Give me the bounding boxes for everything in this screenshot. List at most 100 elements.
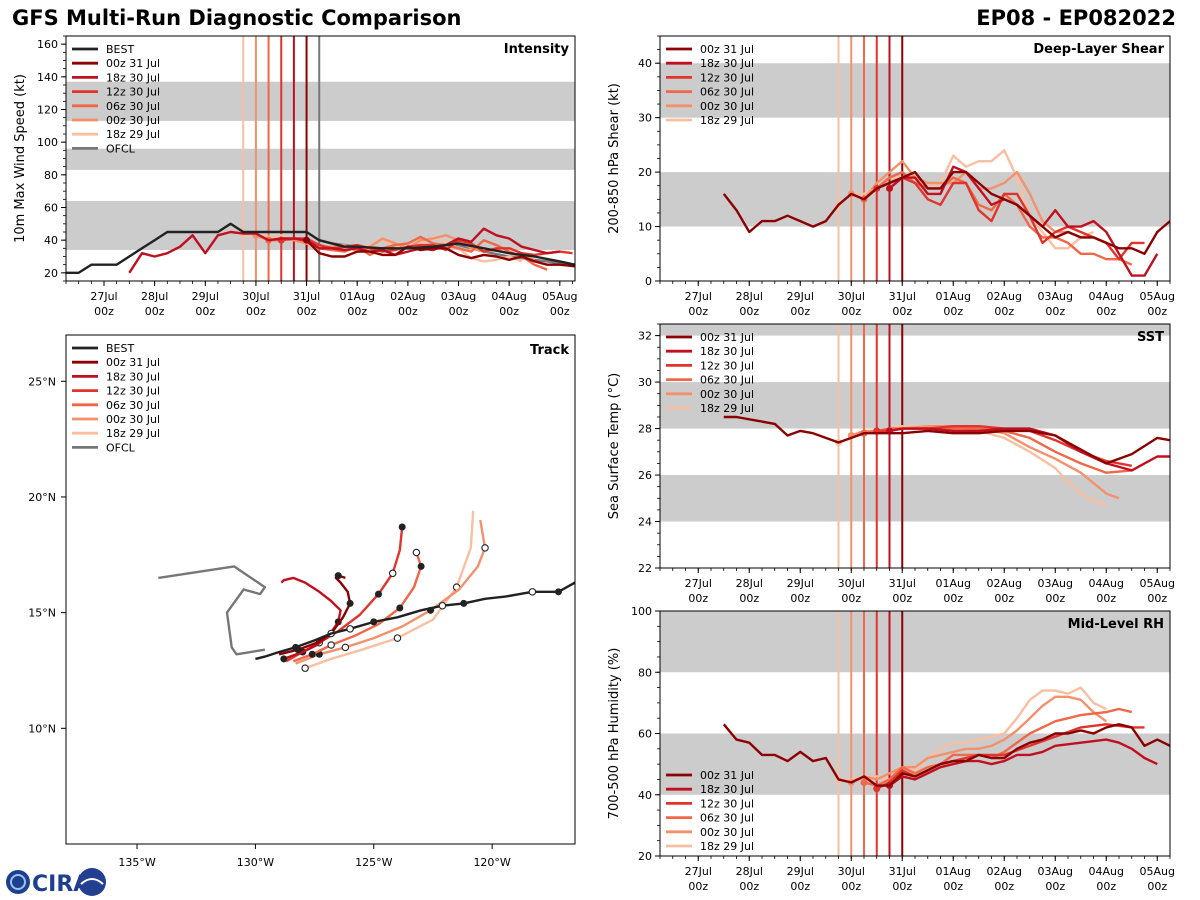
rh-xtick-label: 27Jul xyxy=(685,865,712,878)
intensity-xtick-sublabel: 00z xyxy=(195,305,215,318)
intensity-xtick-sublabel: 00z xyxy=(297,305,317,318)
track-open-point-best xyxy=(438,601,447,610)
shear-legend-label-18z-29-jul: 18z 29 Jul xyxy=(700,114,754,127)
intensity-ytick-label: 60 xyxy=(44,202,58,215)
shear-xtick-sublabel: 00z xyxy=(688,305,708,318)
sst-ytick-label: 26 xyxy=(638,469,652,482)
rh-xtick-label: 31Jul xyxy=(889,865,916,878)
intensity-xtick-sublabel: 00z xyxy=(550,305,570,318)
rh-line-18z-30-jul xyxy=(888,738,1158,787)
track-line-18z-29-jul xyxy=(304,510,475,670)
track-line-00z-30-jul xyxy=(295,519,487,665)
track-legend-label-ofcl: OFCL xyxy=(106,441,136,454)
intensity-start-dot-00z-31-jul xyxy=(303,236,311,244)
intensity-line-18z-30-jul xyxy=(128,227,560,274)
shear-xtick-label: 31Jul xyxy=(889,290,916,303)
track-point-best xyxy=(460,599,468,607)
sst-legend-label-18z-30-jul: 18z 30 Jul xyxy=(700,345,754,358)
track-point-best xyxy=(554,588,562,596)
shear-xtick-sublabel: 00z xyxy=(790,305,810,318)
track-point-best xyxy=(292,643,300,651)
partner-logo-icon xyxy=(78,868,106,896)
track-point-06z-30-jul xyxy=(308,650,316,658)
sst-ytick-label: 22 xyxy=(638,562,652,575)
sst-xtick-sublabel: 00z xyxy=(1096,592,1116,605)
sst-legend-label-00z-31-jul: 00z 31 Jul xyxy=(700,331,754,344)
rh-xtick-sublabel: 00z xyxy=(892,880,912,893)
track-ytick-label: 25°N xyxy=(28,375,56,388)
shear-legend-label-12z-30-jul: 12z 30 Jul xyxy=(700,71,754,84)
shear-xtick-sublabel: 00z xyxy=(1045,305,1065,318)
rh-xtick-sublabel: 00z xyxy=(688,880,708,893)
sst-xtick-sublabel: 00z xyxy=(943,592,963,605)
intensity-xtick-label: 30Jul xyxy=(242,290,269,303)
track-point-12z-30-jul xyxy=(375,590,383,598)
shear-line-00z-31-jul xyxy=(722,170,1170,256)
intensity-xtick-sublabel: 00z xyxy=(449,305,469,318)
track-panel-title: Track xyxy=(530,343,569,358)
rh-xtick-sublabel: 00z xyxy=(994,880,1014,893)
rh-ytick-label: 40 xyxy=(638,789,652,802)
track-legend-label-18z-30-jul: 18z 30 Jul xyxy=(106,370,160,383)
rh-ytick-label: 20 xyxy=(638,850,652,863)
intensity-xtick-label: 29Jul xyxy=(192,290,219,303)
rh-xtick-sublabel: 00z xyxy=(1045,880,1065,893)
sst-xtick-label: 02Aug xyxy=(987,577,1022,590)
rh-line-00z-31-jul xyxy=(722,723,1170,787)
rh-panel: 20 40 60 80 100 27Jul 00z 28Jul 00z 29Jul 00z 30Jul… xyxy=(607,605,1175,893)
intensity-xtick-label: 31Jul xyxy=(293,290,320,303)
rh-legend-label-18z-29-jul: 18z 29 Jul xyxy=(700,840,754,853)
sst-line-18z-30-jul xyxy=(889,427,1170,472)
rh-xtick-label: 01Aug xyxy=(936,865,971,878)
sst-legend-label-12z-30-jul: 12z 30 Jul xyxy=(700,359,754,372)
sst-line-00z-31-jul xyxy=(723,415,1170,465)
track-xtick-label: 130°W xyxy=(237,856,274,869)
track-line-ofcl xyxy=(158,565,267,656)
track-open-point-12z-30-jul xyxy=(388,569,397,578)
intensity-legend-label-00z-30-jul: 00z 30 Jul xyxy=(106,114,160,127)
rh-line-00z-30-jul xyxy=(850,695,1108,784)
track-legend-label-00z-31-jul: 00z 31 Jul xyxy=(106,356,160,369)
sst-xtick-label: 30Jul xyxy=(838,577,865,590)
rh-xtick-sublabel: 00z xyxy=(943,880,963,893)
sst-series-group xyxy=(723,415,1170,507)
rh-ylabel: 700-500 hPa Humidity (%) xyxy=(607,648,622,820)
intensity-band-2 xyxy=(66,81,575,121)
track-ytick-label: 20°N xyxy=(28,491,56,504)
rh-band-0 xyxy=(660,733,1170,795)
intensity-band-1 xyxy=(66,148,575,170)
shear-xtick-label: 04Aug xyxy=(1089,290,1124,303)
sst-legend-label-00z-30-jul: 00z 30 Jul xyxy=(700,388,754,401)
track-open-point-06z-30-jul xyxy=(412,548,421,557)
shear-xtick-label: 30Jul xyxy=(838,290,865,303)
sst-xtick-sublabel: 00z xyxy=(688,592,708,605)
track-xtick-label: 135°W xyxy=(118,856,155,869)
intensity-band-0 xyxy=(66,200,575,250)
sst-legend-label-06z-30-jul: 06z 30 Jul xyxy=(700,374,754,387)
shear-series-group xyxy=(722,149,1170,277)
sst-ytick-label: 28 xyxy=(638,423,652,436)
intensity-legend-label-12z-30-jul: 12z 30 Jul xyxy=(106,86,160,99)
rh-legend-label-00z-30-jul: 00z 30 Jul xyxy=(700,826,754,839)
rh-xtick-label: 04Aug xyxy=(1089,865,1124,878)
intensity-xtick-label: 05Aug xyxy=(542,290,577,303)
track-xtick-label: 120°W xyxy=(473,856,510,869)
track-point-12z-30-jul xyxy=(398,523,406,531)
shear-xtick-label: 03Aug xyxy=(1038,290,1073,303)
intensity-xtick-sublabel: 00z xyxy=(246,305,266,318)
shear-start-dot-18z-30-jul xyxy=(886,184,893,192)
shear-xtick-label: 28Jul xyxy=(736,290,763,303)
sst-panel-title: SST xyxy=(1137,330,1164,345)
intensity-xtick-label: 04Aug xyxy=(491,290,526,303)
track-open-point-06z-30-jul xyxy=(327,641,335,649)
intensity-xtick-sublabel: 00z xyxy=(398,305,418,318)
figure-title: GFS Multi-Run Diagnostic Comparison xyxy=(12,6,462,30)
sst-xtick-label: 28Jul xyxy=(736,577,763,590)
intensity-ytick-label: 80 xyxy=(44,169,58,182)
shear-xtick-label: 27Jul xyxy=(685,290,712,303)
shear-ytick-label: 40 xyxy=(638,57,652,70)
rh-legend-label-06z-30-jul: 06z 30 Jul xyxy=(700,812,754,825)
intensity-legend-label-18z-29-jul: 18z 29 Jul xyxy=(106,128,160,141)
sst-xtick-sublabel: 00z xyxy=(739,592,759,605)
track-line-best xyxy=(255,581,575,661)
